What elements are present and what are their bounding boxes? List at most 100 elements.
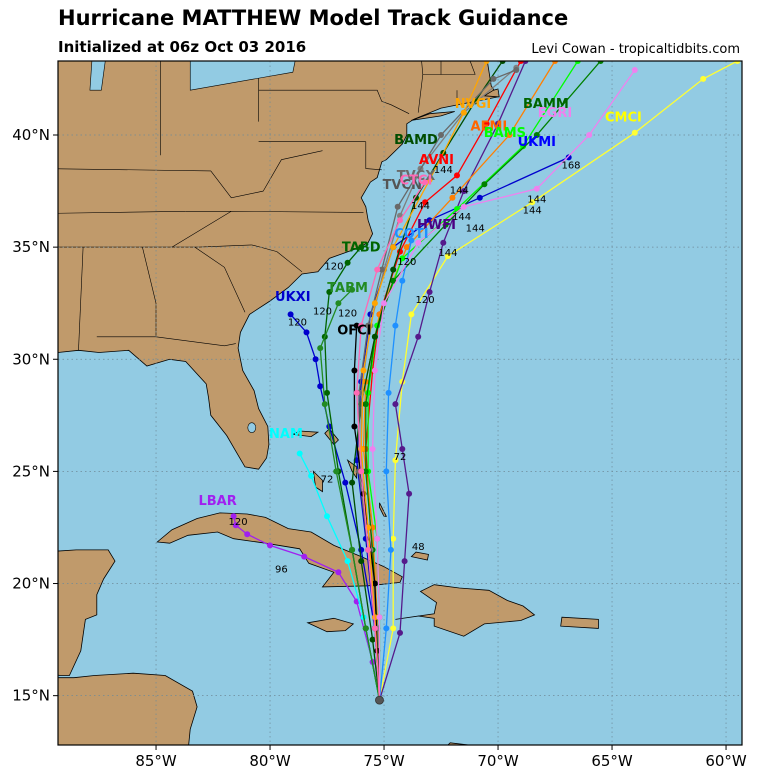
track-point-bamm [533,132,540,138]
track-point-tabm [321,401,328,408]
track-point-tvcx [513,67,520,73]
track-point-tvcx [365,322,372,329]
state-border [58,211,186,214]
track-point-egri [381,300,387,307]
track-point-tabd [324,389,330,396]
track-point-lbar [232,522,239,529]
track-point-bams [574,61,581,64]
track-point-egri [374,535,381,542]
model-label-hwfi: HWFI [417,218,456,233]
track-point-bamd [369,636,376,643]
track-point-egri [415,239,422,246]
track-point-bamm [362,401,369,408]
track-point-ofci [371,580,378,587]
track-cmci [378,61,741,701]
track-point-hwfi [399,446,406,452]
model-label-cmci: CMCI [605,111,642,126]
state-border [258,89,410,114]
track-point-tabm [317,345,324,352]
lon-tick-label: 65°W [591,752,633,768]
track-point-ukmi [476,194,483,201]
land-areas [58,61,599,745]
cuba-land [156,512,403,588]
track-point-bamm [481,181,488,188]
lake-michigan [89,61,106,91]
track-point-egri [376,614,383,621]
forecast-hour-label: 144 [438,248,457,259]
track-point-avni [422,199,429,206]
track-point-tabm [362,625,369,632]
model-label-ukxi: UKXI [275,290,311,305]
model-tracks [230,61,741,705]
track-point-cmci [392,457,399,464]
track-line-nvgi [360,61,488,701]
jamaica-land [306,617,355,633]
yucatan-land [58,549,116,676]
forecast-hour-label: 144 [527,194,546,205]
track-point-ukxi [342,479,349,486]
track-point-aemi [403,244,410,251]
track-point-cmci [408,311,415,318]
track-point-lbar [301,553,308,560]
track-point-coti [383,625,390,632]
track-point-coti [392,322,399,329]
track-point-nvgi [371,300,378,307]
hispaniola-land [395,584,536,637]
track-point-bamd [499,61,506,64]
track-point-nam [308,472,315,479]
forecast-hour-label: 120 [416,295,435,306]
track-point-ctci [358,468,365,475]
state-border [142,247,157,337]
track-point-nvgi [360,367,367,374]
forecast-hour-label: 120 [397,257,416,268]
forecast-hour-label: 120 [324,262,343,273]
track-point-tvcx [378,266,385,273]
track-point-nvgi [426,176,433,183]
track-point-ctci [397,217,403,224]
track-point-bams [520,143,527,150]
track-point-ctci [365,546,372,553]
track-point-cmci [390,535,397,542]
forecast-hour-label: 48 [412,542,425,553]
track-line-coti [378,240,413,701]
forecast-hour-label: 96 [275,564,288,575]
track-point-ofci [351,367,358,374]
track-point-coti [383,468,390,475]
lat-tick-label: 25°N [12,462,50,480]
lat-tick-label: 35°N [12,238,50,256]
lat-tick-label: 20°N [12,575,50,593]
track-point-egri [586,132,593,138]
forecast-hour-label: 144 [466,223,485,234]
track-point-coti [387,546,394,553]
track-point-nvgi [390,244,397,251]
track-point-ukxi [317,383,324,390]
model-label-tabd: TABD [342,241,381,256]
track-tabm [317,286,381,701]
track-point-hwfi [440,239,447,246]
model-label-ctci: CTCI [400,173,433,188]
track-point-hwfi [426,289,433,295]
grand-bahama-land [291,430,320,438]
track-point-tabm [349,286,356,293]
track-point-lbar [267,542,273,549]
model-label-avni: AVNI [419,153,454,168]
track-point-bamd [371,333,378,340]
forecast-hour-label: 120 [288,318,307,329]
track-point-lbar [230,513,237,520]
forecast-hour-label: 144 [523,206,542,217]
track-point-avni [454,172,460,179]
track-point-bamm [362,468,369,475]
track-point-egri [460,203,467,210]
lon-tick-label: 85°W [135,752,177,768]
track-point-aemi [552,61,558,64]
lat-tick-label: 40°N [12,126,50,144]
state-border [78,247,84,351]
track-point-ukxi [312,356,319,363]
track-point-bamm [442,221,449,228]
forecast-hour-label: 120 [313,306,332,317]
model-label-bamd: BAMD [394,133,438,148]
axis-ticks: 85°W 80°W 75°W 70°W 65°W 60°W 15°N 20°N 25°N 30°N… [12,126,747,768]
track-point-lbar [335,569,342,576]
state-border [365,141,382,171]
track-point-ctci [374,266,381,273]
